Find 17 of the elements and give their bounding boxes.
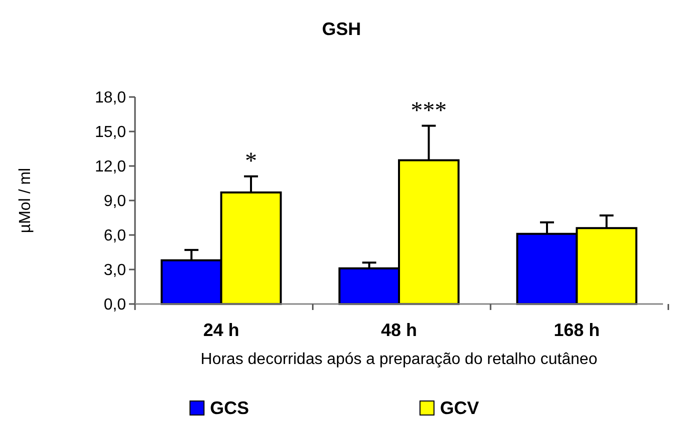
annotation: * <box>245 148 257 174</box>
y-tick-label: 12,0 <box>94 158 126 176</box>
legend-label: GCV <box>440 398 480 418</box>
x-tick-label: 48 h <box>380 320 418 340</box>
x-tick-label: 24 h <box>203 320 240 340</box>
annotation: *** <box>410 98 447 124</box>
chart-title: GSH <box>322 19 362 39</box>
y-tick-label: 3,0 <box>104 262 126 280</box>
y-tick-label: 15,0 <box>94 124 126 142</box>
y-tick-label: 9,0 <box>104 193 126 210</box>
legend-label: GCS <box>210 398 250 418</box>
y-tick-label: 0,0 <box>104 296 126 314</box>
y-axis-title: µMol / ml <box>17 168 34 234</box>
x-tick-label: 168 h <box>554 320 600 340</box>
y-tick-label: 6,0 <box>104 228 126 245</box>
x-axis-title: Horas decorridas após a preparação do retalho cutâneo <box>200 351 598 368</box>
y-tick-label: 18,0 <box>94 90 126 107</box>
